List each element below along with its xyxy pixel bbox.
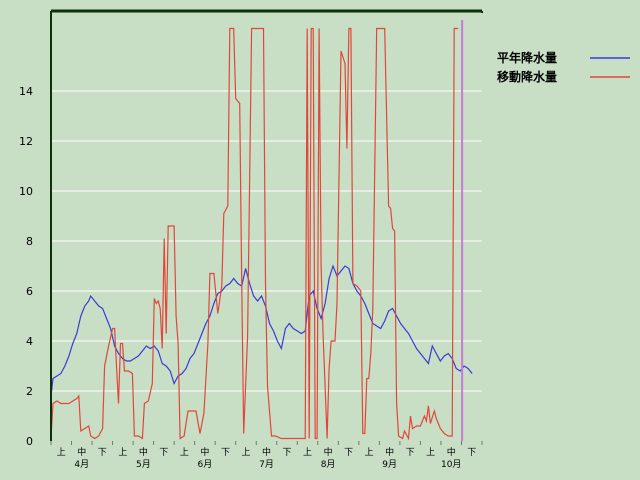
x-decade-label: 下 bbox=[221, 448, 230, 458]
x-decade-label: 中 bbox=[385, 446, 394, 458]
x-month-label: 9月 bbox=[382, 459, 397, 470]
x-decade-label: 上 bbox=[118, 447, 127, 458]
x-decade-label: 下 bbox=[283, 448, 292, 458]
series-line-moving bbox=[51, 27, 459, 441]
x-decade-label: 中 bbox=[447, 446, 456, 458]
x-decade-label: 上 bbox=[426, 447, 435, 458]
x-decade-label: 中 bbox=[77, 446, 86, 458]
x-decade-label: 上 bbox=[180, 447, 189, 458]
x-decade-label: 下 bbox=[344, 448, 353, 458]
x-month-label: 5月 bbox=[136, 459, 151, 470]
y-tick-label: 10 bbox=[19, 185, 33, 198]
x-decade-label: 中 bbox=[324, 446, 333, 458]
x-decade-label: 下 bbox=[406, 448, 415, 458]
y-axis: 0 2 4 6 8 10 12 14 bbox=[19, 85, 33, 448]
x-axis: 上中下上中下上中下上中下上中下上中下上中下4月 5月 6月 7月 8月 9月 10月 bbox=[50, 441, 483, 470]
x-month-label: 6月 bbox=[198, 459, 213, 470]
y-tick-label: 4 bbox=[26, 335, 33, 348]
legend-label: 移動降水量 bbox=[497, 69, 557, 84]
x-month-label: 4月 bbox=[74, 459, 89, 470]
y-tick-label: 14 bbox=[19, 85, 33, 98]
plot-area bbox=[51, 20, 473, 441]
y-tick-label: 8 bbox=[26, 235, 33, 248]
x-decade-label: 中 bbox=[139, 446, 148, 458]
y-tick-label: 2 bbox=[26, 385, 33, 398]
legend-label: 平年降水量 bbox=[497, 50, 557, 65]
x-decade-label: 中 bbox=[200, 446, 209, 458]
series-line-normal bbox=[51, 264, 473, 397]
x-decade-label: 上 bbox=[241, 447, 250, 458]
y-tick-label: 12 bbox=[19, 135, 33, 148]
x-decade-label: 上 bbox=[57, 447, 66, 458]
y-tick-label: 0 bbox=[26, 435, 33, 448]
x-decade-label: 下 bbox=[159, 448, 168, 458]
x-decade-label: 下 bbox=[467, 448, 476, 458]
x-decade-label: 中 bbox=[262, 446, 271, 458]
x-decade-label: 下 bbox=[98, 448, 107, 458]
x-month-label: 10月 bbox=[441, 459, 461, 470]
y-tick-label: 6 bbox=[26, 285, 33, 298]
x-month-label: 8月 bbox=[321, 459, 336, 470]
x-month-label: 7月 bbox=[259, 459, 274, 470]
plot-frame bbox=[50, 9, 483, 441]
x-decade-label: 上 bbox=[365, 447, 374, 458]
x-decade-label: 上 bbox=[303, 447, 312, 458]
